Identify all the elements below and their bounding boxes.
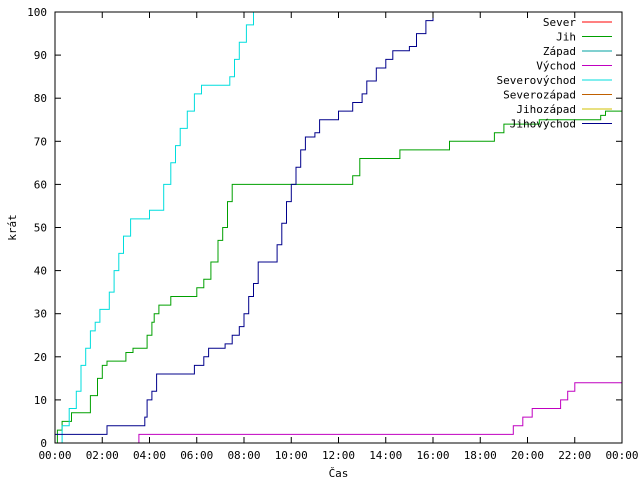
plot-frame: [54, 11, 623, 444]
y-tick-label: 50: [34, 222, 47, 235]
y-tick-label: 40: [34, 265, 47, 278]
y-tick-label: 80: [34, 92, 47, 105]
x-tick-label: 20:00: [511, 449, 544, 462]
x-tick-label: 18:00: [464, 449, 497, 462]
x-tick-label: 04:00: [133, 449, 166, 462]
x-tick-label: 12:00: [322, 449, 355, 462]
x-tick-label: 22:00: [558, 449, 591, 462]
y-tick-label: 30: [34, 308, 47, 321]
y-tick-label: 0: [40, 437, 47, 450]
series-layer: [55, 12, 622, 444]
x-tick-label: 16:00: [416, 449, 449, 462]
y-tick-label: 20: [34, 351, 47, 364]
series-line-vychod: [137, 382, 622, 444]
series-line-jihovychod: [55, 12, 434, 435]
legend-label-severovychod: Severovýchod: [497, 74, 576, 87]
y-tick-label: 100: [27, 6, 47, 19]
legend-label-vychod: Východ: [536, 60, 576, 73]
legend-label-zapad: Západ: [543, 45, 576, 58]
x-tick-label: 02:00: [86, 449, 119, 462]
x-tick-label: 10:00: [275, 449, 308, 462]
x-tick-label: 14:00: [369, 449, 402, 462]
x-tick-label: 00:00: [38, 449, 71, 462]
y-tick-label: 70: [34, 135, 47, 148]
x-tick-label: 06:00: [180, 449, 213, 462]
y-tick-label: 60: [34, 178, 47, 191]
x-tick-label: 08:00: [227, 449, 260, 462]
series-line-severovychod: [59, 12, 254, 444]
y-tick-label: 90: [34, 49, 47, 62]
x-tick-label: 00:00: [605, 449, 638, 462]
ticks-layer: 0 10 20 30 40 50 60 70 80 90 100 00:00 02:00 04:00 06:…: [27, 6, 638, 462]
x-axis-title: Čas: [329, 467, 349, 480]
legend-label-jihovychod: Jihovýchod: [510, 118, 576, 131]
legend-label-jihozapad: Jihozápad: [516, 103, 576, 116]
legend-label-sever: Sever: [543, 16, 576, 29]
series-line-jih: [55, 110, 622, 444]
y-tick-label: 10: [34, 394, 47, 407]
legend-label-jih: Jih: [556, 31, 576, 44]
legend-label-severozapad: Severozápad: [503, 89, 576, 102]
y-axis-title: krát: [6, 214, 19, 241]
